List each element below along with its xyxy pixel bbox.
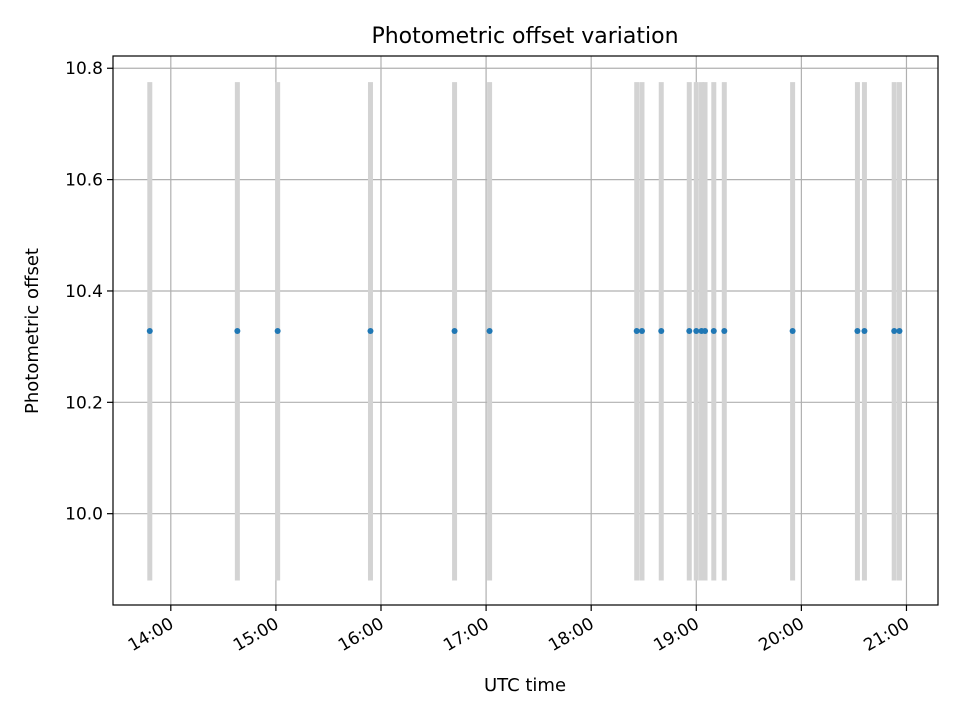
- y-tick-label: 10.0: [65, 505, 103, 525]
- data-point: [658, 328, 665, 335]
- y-axis-ticks: 10.0 10.2 10.4 10.6 10.8: [65, 59, 113, 525]
- data-point: [789, 328, 796, 335]
- data-point: [891, 328, 898, 335]
- data-point: [854, 328, 861, 335]
- data-point: [486, 328, 493, 335]
- plot-frame: [112, 55, 939, 606]
- data-point: [638, 328, 645, 335]
- data-point: [686, 328, 693, 335]
- y-tick-label: 10.4: [65, 282, 103, 302]
- y-tick-label: 10.2: [65, 393, 103, 413]
- data-point: [710, 328, 717, 335]
- y-tick-label: 10.6: [65, 171, 103, 191]
- data-point: [451, 328, 458, 335]
- data-point: [896, 328, 903, 335]
- data-point: [861, 328, 868, 335]
- data-point: [721, 328, 728, 335]
- x-axis-label: UTC time: [484, 675, 566, 696]
- data-point: [146, 328, 153, 335]
- data-points: [146, 328, 903, 335]
- data-point: [274, 328, 281, 335]
- data-point: [702, 328, 709, 335]
- data-point: [693, 328, 700, 335]
- data-point: [633, 328, 640, 335]
- data-point: [367, 328, 374, 335]
- y-axis-label: Photometric offset: [22, 248, 43, 414]
- y-tick-label: 10.8: [65, 59, 103, 79]
- data-point: [234, 328, 241, 335]
- chart-title: Photometric offset variation: [371, 24, 678, 49]
